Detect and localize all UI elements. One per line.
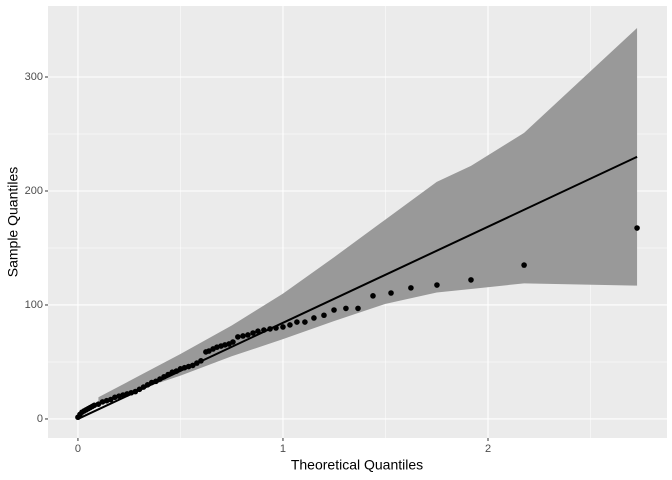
point: [255, 328, 261, 334]
point: [153, 378, 159, 385]
point: [273, 325, 279, 331]
point: [165, 371, 171, 378]
point: [355, 305, 361, 312]
point: [343, 305, 349, 312]
y-tick-label: 300: [25, 71, 43, 83]
point: [198, 358, 204, 364]
point: [302, 319, 308, 325]
x-tick-label: 0: [75, 443, 81, 455]
point: [235, 334, 241, 340]
point: [194, 360, 200, 366]
point: [161, 373, 167, 380]
point: [311, 315, 317, 321]
point: [388, 290, 394, 296]
point: [370, 293, 376, 299]
point: [140, 384, 147, 390]
y-tick-label: 0: [37, 413, 43, 425]
confidence-band: [98, 27, 638, 406]
point: [245, 332, 251, 338]
x-tick-label: 2: [485, 443, 491, 455]
point: [132, 388, 139, 395]
point: [136, 386, 143, 393]
reference-line: [77, 155, 638, 420]
point: [434, 282, 440, 288]
point: [250, 330, 256, 336]
point: [173, 368, 180, 374]
y-tick-label: 200: [25, 185, 43, 197]
point: [95, 401, 102, 407]
point: [468, 277, 474, 283]
y-tick-label: 100: [25, 299, 43, 311]
point: [144, 381, 151, 388]
point: [321, 312, 327, 319]
point: [408, 285, 414, 291]
point: [287, 322, 293, 328]
y-axis-title: Sample Quantiles: [5, 167, 21, 278]
x-tick-label: 1: [280, 443, 286, 455]
point: [280, 324, 286, 330]
point: [267, 326, 273, 332]
point: [157, 376, 163, 382]
point: [230, 339, 236, 345]
point: [634, 225, 640, 231]
point: [261, 327, 267, 333]
point: [331, 307, 337, 313]
point: [521, 262, 527, 268]
point: [189, 362, 196, 369]
point: [294, 319, 300, 325]
point: [240, 333, 246, 339]
x-axis-title: Theoretical Quantiles: [291, 457, 423, 473]
point: [107, 396, 114, 403]
